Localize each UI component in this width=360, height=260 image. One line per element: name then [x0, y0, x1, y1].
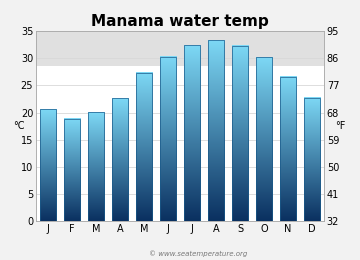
Title: Manama water temp: Manama water temp: [91, 14, 269, 29]
Text: © www.seatemperature.org: © www.seatemperature.org: [149, 251, 247, 257]
Bar: [87, 112, 104, 221]
Bar: [303, 98, 320, 221]
Bar: [36, 31, 324, 67]
Bar: [184, 45, 201, 221]
Bar: [40, 109, 57, 221]
Y-axis label: °C: °C: [14, 121, 25, 131]
Y-axis label: °F: °F: [336, 121, 346, 131]
Bar: [231, 46, 248, 221]
Bar: [208, 40, 224, 221]
Bar: [112, 99, 129, 221]
Bar: [159, 57, 176, 221]
Bar: [280, 77, 296, 221]
Bar: [64, 119, 80, 221]
Bar: [256, 57, 273, 221]
Bar: [136, 73, 152, 221]
